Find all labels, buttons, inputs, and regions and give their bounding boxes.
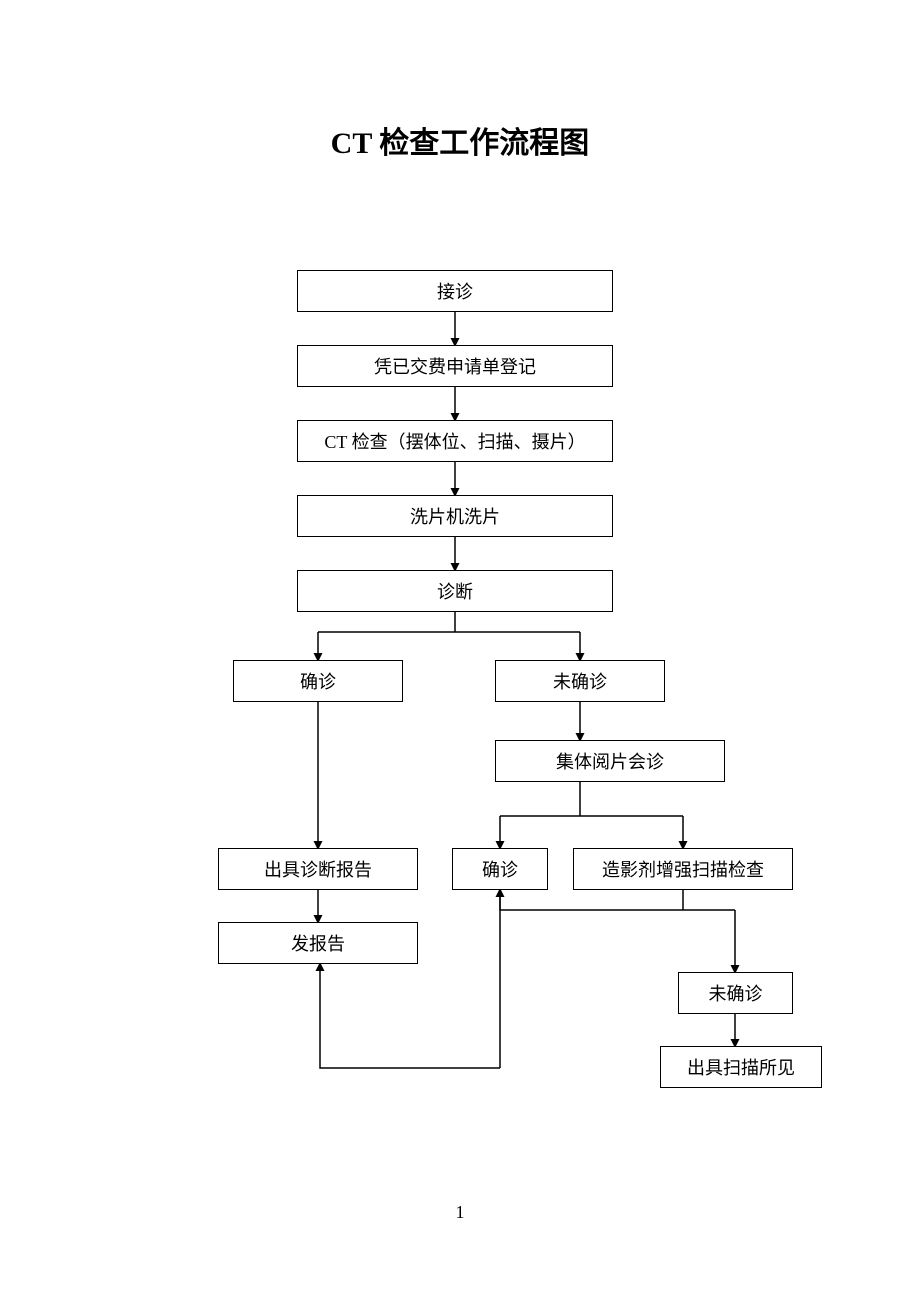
flowchart-node: 未确诊 [678, 972, 793, 1014]
flowchart-node: 造影剂增强扫描检查 [573, 848, 793, 890]
flowchart-node: 接诊 [297, 270, 613, 312]
flowchart-node: CT 检查（摆体位、扫描、摄片） [297, 420, 613, 462]
flowchart-node: 诊断 [297, 570, 613, 612]
page-number: 1 [0, 1202, 920, 1223]
flowchart-node: 确诊 [452, 848, 548, 890]
flowchart-edge [320, 964, 500, 1068]
connectors-layer [0, 0, 920, 1302]
flowchart-node: 凭已交费申请单登记 [297, 345, 613, 387]
flowchart-node: 出具诊断报告 [218, 848, 418, 890]
flowchart-node: 出具扫描所见 [660, 1046, 822, 1088]
flowchart-node: 未确诊 [495, 660, 665, 702]
flowchart-node: 集体阅片会诊 [495, 740, 725, 782]
flowchart-node: 确诊 [233, 660, 403, 702]
flowchart-node: 洗片机洗片 [297, 495, 613, 537]
flowchart-node: 发报告 [218, 922, 418, 964]
chart-title: CT 检查工作流程图 [0, 118, 920, 162]
